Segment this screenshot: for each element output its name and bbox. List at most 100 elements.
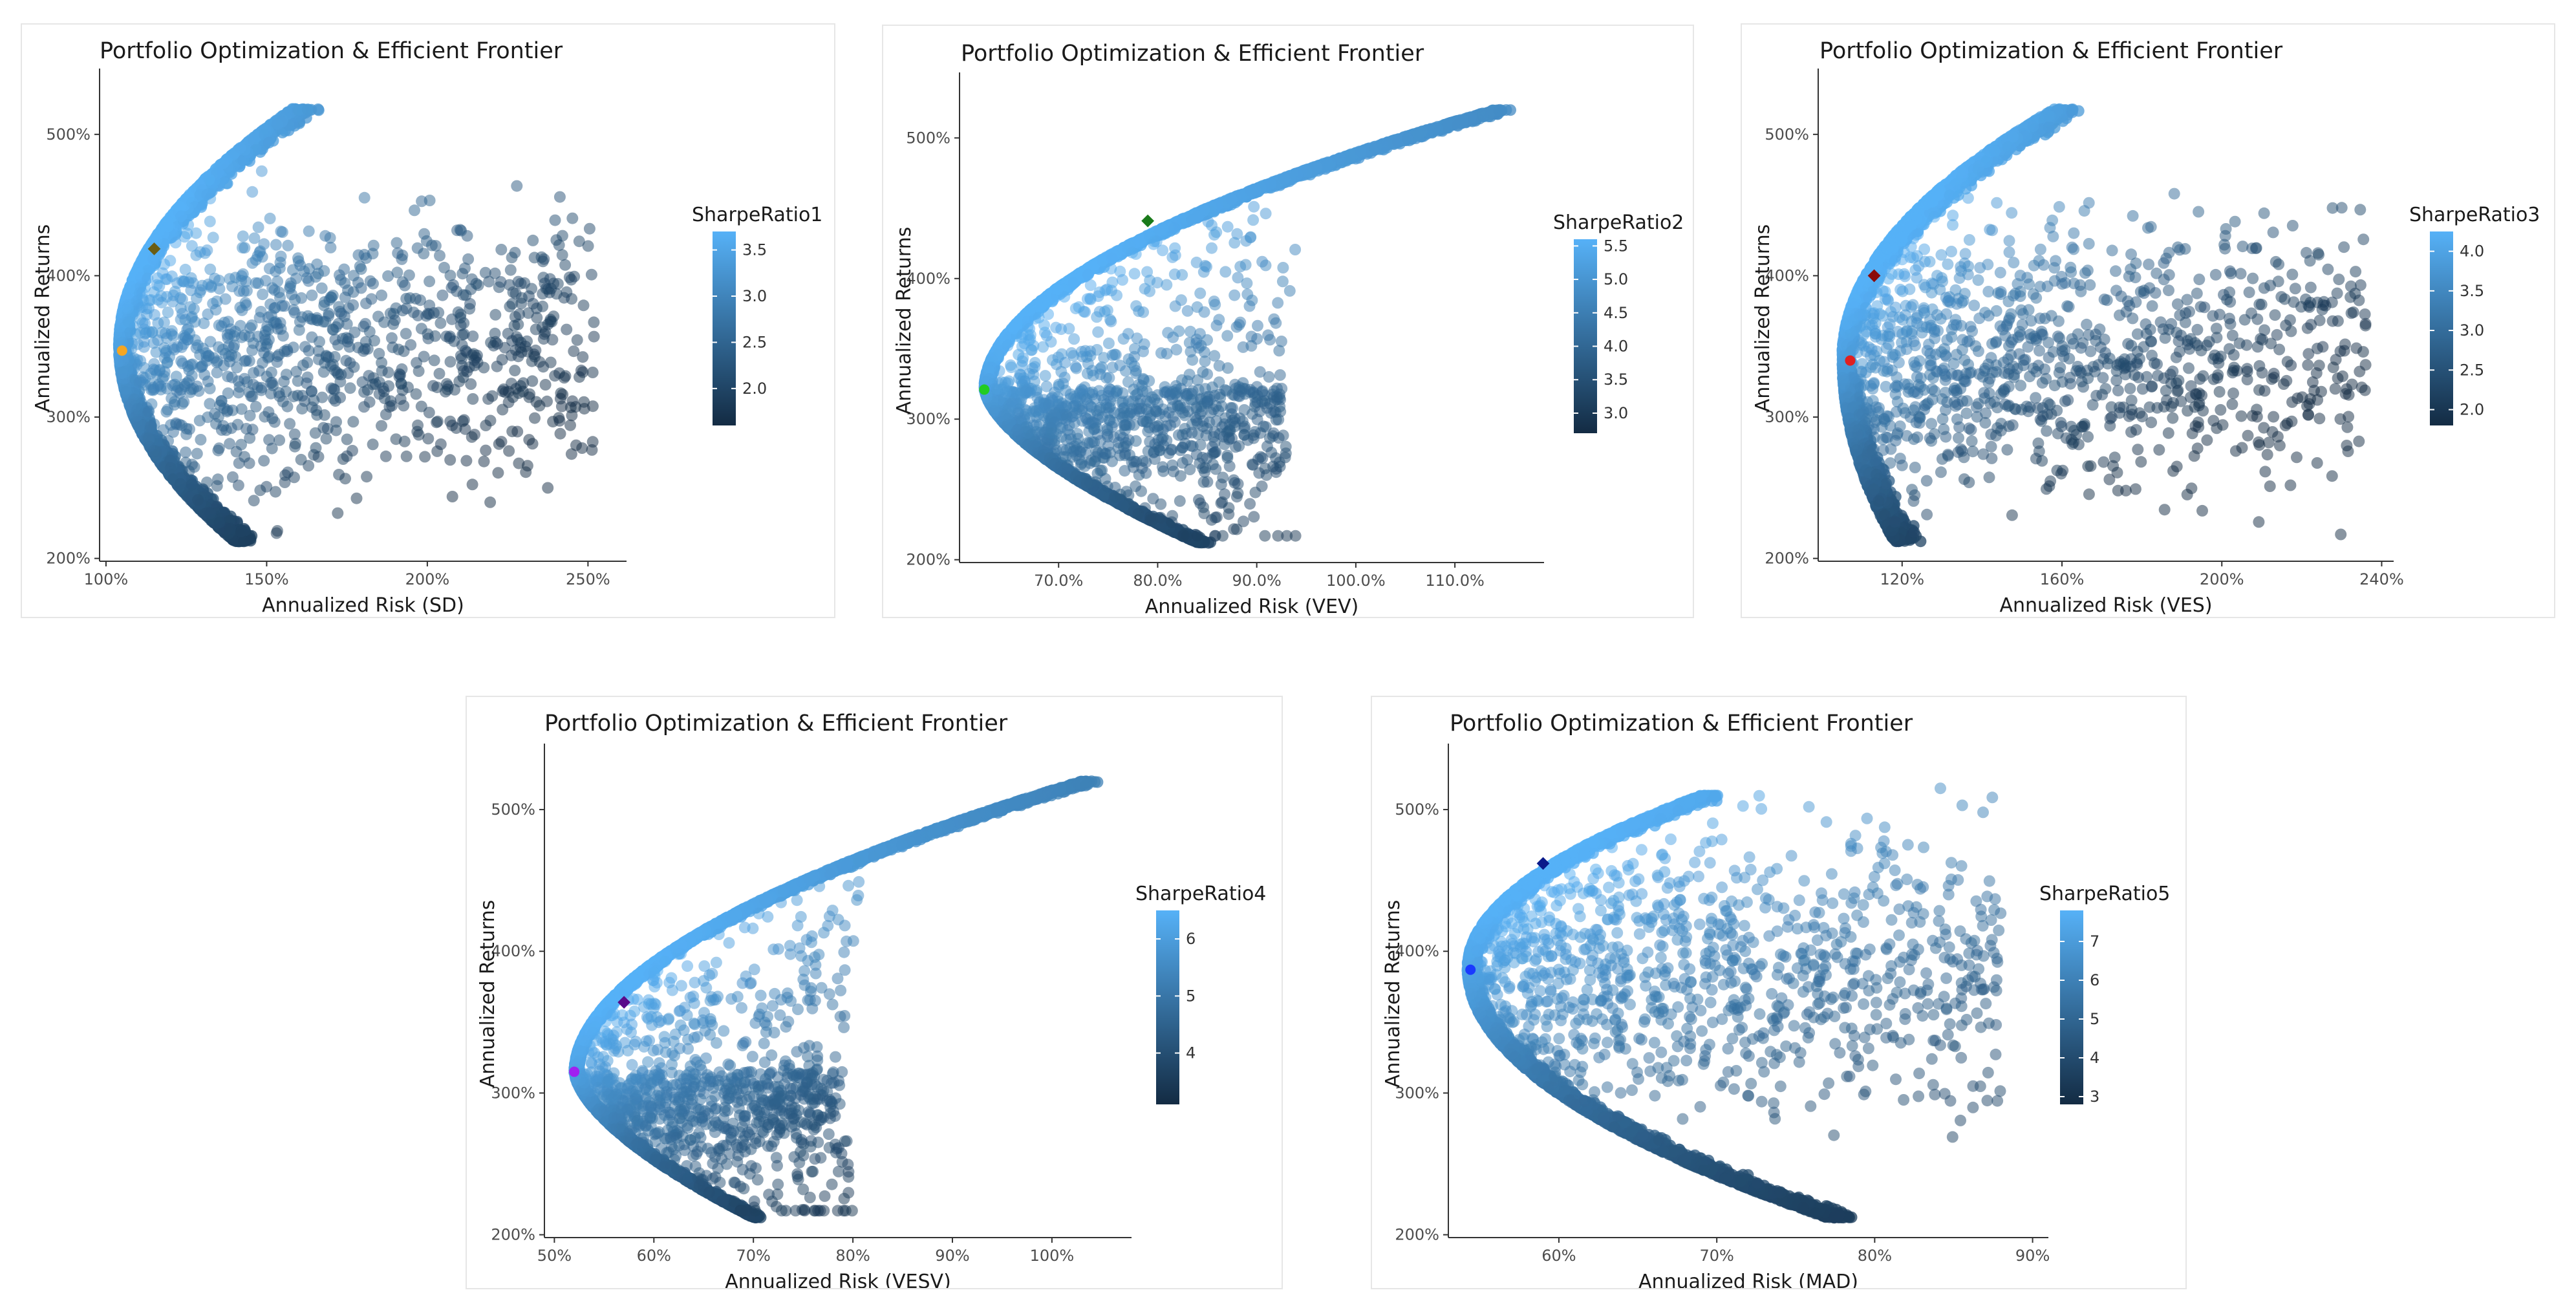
data-point bbox=[511, 425, 524, 438]
data-point bbox=[376, 289, 388, 301]
data-point bbox=[258, 347, 270, 359]
data-point bbox=[564, 419, 576, 431]
data-point bbox=[436, 289, 449, 301]
data-point bbox=[180, 446, 192, 458]
data-point bbox=[213, 516, 226, 528]
data-point bbox=[566, 395, 579, 407]
data-point bbox=[467, 393, 479, 405]
data-point bbox=[288, 306, 301, 319]
data-point bbox=[539, 379, 552, 391]
data-point bbox=[257, 288, 269, 301]
data-point bbox=[546, 334, 559, 346]
data-point bbox=[438, 261, 450, 274]
data-point bbox=[174, 200, 186, 213]
data-point bbox=[531, 312, 543, 324]
data-point bbox=[292, 252, 304, 264]
data-point bbox=[556, 249, 568, 261]
data-point bbox=[282, 239, 294, 252]
data-point bbox=[233, 387, 244, 399]
data-point bbox=[306, 289, 318, 301]
data-point bbox=[491, 360, 503, 372]
data-point bbox=[577, 351, 589, 363]
data-point bbox=[201, 189, 213, 201]
data-point bbox=[320, 433, 332, 445]
data-point bbox=[204, 398, 216, 410]
data-point bbox=[544, 316, 556, 328]
data-point bbox=[391, 237, 403, 249]
data-point bbox=[480, 444, 492, 456]
data-point bbox=[293, 324, 305, 336]
data-point bbox=[183, 465, 195, 477]
data-point bbox=[278, 376, 290, 387]
data-point bbox=[272, 118, 283, 131]
data-point bbox=[311, 258, 323, 270]
data-point bbox=[241, 285, 253, 297]
data-point bbox=[179, 263, 191, 275]
data-point bbox=[373, 348, 385, 360]
data-point bbox=[279, 469, 292, 481]
data-point bbox=[204, 215, 216, 228]
data-point bbox=[565, 448, 577, 460]
data-point bbox=[434, 250, 445, 262]
data-point bbox=[228, 339, 241, 351]
data-point bbox=[582, 240, 594, 252]
data-point bbox=[244, 409, 256, 422]
data-point bbox=[519, 277, 531, 289]
data-point bbox=[492, 467, 504, 479]
data-point bbox=[459, 423, 471, 435]
data-point bbox=[464, 297, 476, 310]
data-point bbox=[383, 401, 396, 413]
data-point bbox=[301, 272, 313, 284]
scatter-points bbox=[113, 103, 600, 548]
data-point bbox=[583, 222, 596, 235]
data-point bbox=[444, 270, 456, 282]
data-point bbox=[211, 356, 223, 369]
data-point bbox=[312, 345, 325, 357]
chart-title: Portfolio Optimization & Efficient Front… bbox=[100, 38, 563, 64]
data-point bbox=[319, 296, 330, 308]
data-point bbox=[204, 263, 217, 275]
data-point bbox=[466, 478, 478, 491]
data-point bbox=[391, 266, 403, 279]
data-point bbox=[566, 212, 579, 224]
data-point bbox=[164, 462, 177, 474]
data-point bbox=[145, 383, 157, 396]
data-point bbox=[177, 398, 189, 410]
data-point bbox=[198, 317, 210, 329]
data-point bbox=[174, 478, 186, 490]
data-point bbox=[382, 270, 394, 282]
data-point bbox=[186, 478, 198, 491]
data-point bbox=[367, 438, 379, 451]
data-point bbox=[235, 526, 248, 538]
data-point bbox=[250, 400, 262, 413]
data-point bbox=[400, 450, 413, 462]
data-point bbox=[232, 479, 244, 491]
data-point bbox=[561, 323, 573, 336]
data-point bbox=[400, 292, 413, 305]
data-point bbox=[266, 442, 278, 455]
data-point bbox=[162, 403, 174, 416]
data-point bbox=[507, 286, 519, 298]
data-point bbox=[570, 439, 582, 451]
data-point bbox=[424, 275, 436, 288]
data-point bbox=[484, 496, 497, 508]
data-point bbox=[444, 454, 456, 466]
data-point bbox=[204, 507, 217, 519]
data-point bbox=[535, 251, 548, 263]
data-point bbox=[238, 535, 250, 548]
data-point bbox=[144, 440, 156, 453]
data-point bbox=[190, 227, 202, 239]
data-point bbox=[586, 367, 599, 378]
data-point bbox=[134, 327, 146, 339]
data-point bbox=[191, 447, 203, 460]
data-point bbox=[489, 308, 502, 321]
data-point bbox=[586, 400, 599, 413]
data-point bbox=[571, 334, 583, 346]
data-point bbox=[422, 433, 435, 445]
data-point bbox=[213, 274, 225, 286]
data-point bbox=[526, 375, 539, 387]
data-point bbox=[399, 279, 411, 292]
data-point bbox=[133, 419, 145, 431]
data-point bbox=[258, 455, 270, 467]
data-point bbox=[339, 291, 351, 303]
